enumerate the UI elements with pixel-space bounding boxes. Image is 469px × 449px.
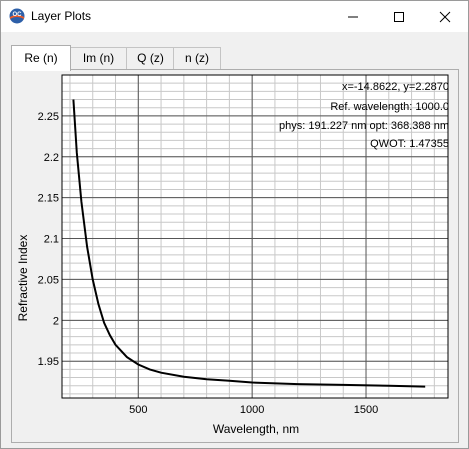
title-bar[interactable]: OC Layer Plots bbox=[1, 1, 468, 32]
x-axis-label: Wavelength, nm bbox=[213, 422, 299, 436]
y-tick-label: 2.15 bbox=[38, 193, 59, 205]
y-axis-label: Refractive Index bbox=[16, 235, 30, 322]
y-tick-label: 2.25 bbox=[38, 111, 59, 123]
maximize-button[interactable] bbox=[376, 1, 422, 32]
window-title: Layer Plots bbox=[31, 9, 92, 23]
close-button[interactable] bbox=[422, 1, 468, 32]
x-tick-label: 1500 bbox=[354, 404, 378, 416]
svg-text:OC: OC bbox=[13, 12, 23, 18]
x-tick-label: 500 bbox=[129, 404, 147, 416]
refractive-index-curve bbox=[72, 99, 426, 388]
tab-n-z[interactable]: n (z) bbox=[173, 47, 221, 69]
tab-im-n[interactable]: Im (n) bbox=[69, 47, 128, 69]
tab-q-z[interactable]: Q (z) bbox=[126, 47, 175, 69]
y-tick-label: 2 bbox=[53, 315, 59, 327]
qwot-label: QWOT: 1.47355 bbox=[370, 138, 449, 150]
cursor-readout: x=-14.8622, y=2.2870 bbox=[342, 81, 449, 93]
plot-panel: 500 1000 1500 1.95 2 2.05 2.1 2.15 2.2 2.25 x=-14… bbox=[11, 69, 459, 443]
y-tick-label: 2.05 bbox=[38, 274, 59, 286]
x-tick-label: 1000 bbox=[240, 404, 264, 416]
ref-wavelength-label: Ref. wavelength: 1000.0 bbox=[330, 101, 449, 113]
minimize-icon bbox=[348, 16, 358, 18]
thickness-label: phys: 191.227 nm opt: 368.388 nm bbox=[279, 120, 449, 132]
plot-frame bbox=[61, 74, 449, 399]
maximize-icon bbox=[394, 12, 404, 22]
y-tick-label: 1.95 bbox=[38, 356, 59, 368]
minimize-button[interactable] bbox=[330, 1, 376, 32]
plot-area bbox=[62, 75, 448, 398]
qc-app-icon: OC bbox=[9, 8, 25, 24]
y-tick-label: 2.1 bbox=[44, 234, 59, 246]
refractive-index-plot[interactable]: 500 1000 1500 1.95 2 2.05 2.1 2.15 2.2 2.25 x=-14… bbox=[12, 70, 458, 442]
close-icon bbox=[439, 11, 451, 23]
tab-re-n[interactable]: Re (n) bbox=[11, 45, 71, 71]
y-tick-label: 2.2 bbox=[44, 152, 59, 164]
